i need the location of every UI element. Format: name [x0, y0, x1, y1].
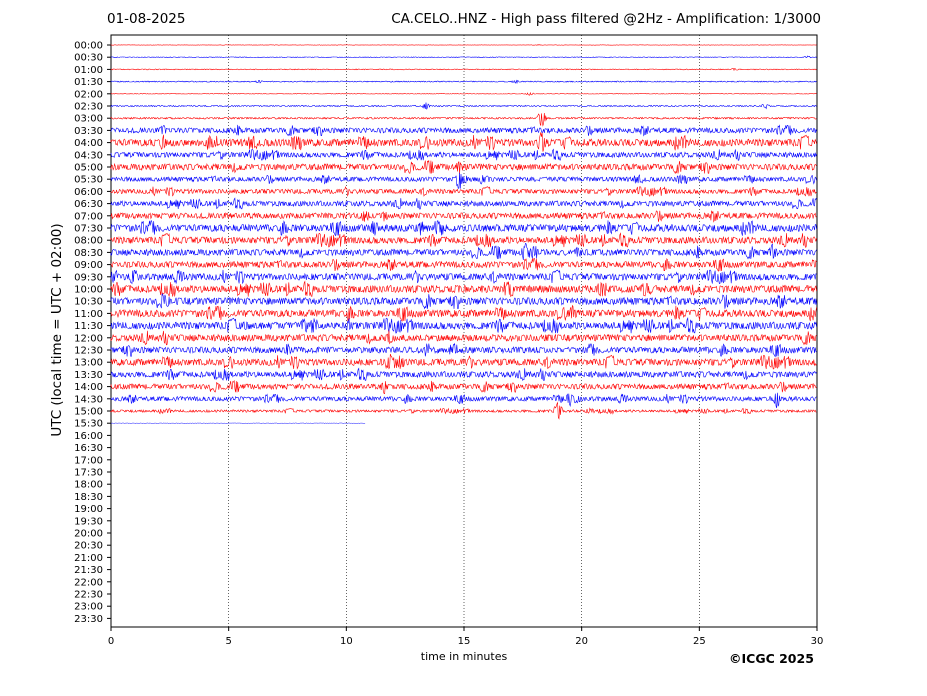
y-tick-label-17:30: 17:30: [74, 468, 103, 479]
trace-09:00: [110, 258, 817, 272]
y-tick-label-12:00: 12:00: [74, 333, 103, 344]
y-tick-label-07:00: 07:00: [74, 211, 103, 222]
y-tick-label-06:00: 06:00: [74, 187, 103, 198]
y-tick-label-12:30: 12:30: [74, 346, 103, 357]
trace-03:30: [110, 124, 817, 137]
trace-14:00: [110, 379, 817, 394]
trace-04:00: [110, 132, 817, 152]
trace-09:30: [110, 269, 817, 285]
y-tick-label-19:30: 19:30: [74, 516, 103, 527]
y-tick-label-10:00: 10:00: [74, 285, 103, 296]
y-tick-label-02:30: 02:30: [74, 102, 103, 113]
trace-12:00: [110, 330, 817, 346]
y-tick-label-06:30: 06:30: [74, 199, 103, 210]
x-tick-label-30: 30: [811, 636, 824, 647]
trace-13:00: [110, 353, 817, 370]
x-axis-label: time in minutes: [420, 650, 508, 663]
trace-13:30: [110, 367, 817, 381]
y-tick-label-15:00: 15:00: [74, 407, 103, 418]
y-tick-label-23:00: 23:00: [74, 602, 103, 613]
copyright-label: ©ICGC 2025: [729, 651, 814, 666]
y-tick-label-09:30: 09:30: [74, 272, 103, 283]
y-tick-label-13:00: 13:00: [74, 358, 103, 369]
y-tick-label-00:00: 00:00: [74, 41, 103, 52]
y-tick-label-04:00: 04:00: [74, 138, 103, 149]
y-tick-label-03:00: 03:00: [74, 114, 103, 125]
trace-02:30: [110, 102, 817, 110]
y-tick-label-18:00: 18:00: [74, 480, 103, 491]
y-tick-label-01:30: 01:30: [74, 77, 103, 88]
y-tick-label-21:30: 21:30: [74, 565, 103, 576]
y-tick-label-17:00: 17:00: [74, 455, 103, 466]
trace-08:30: [110, 242, 817, 261]
trace-12:30: [110, 342, 817, 358]
y-tick-label-04:30: 04:30: [74, 150, 103, 161]
trace-06:00: [110, 186, 817, 197]
x-tick-label-5: 5: [225, 636, 231, 647]
y-tick-label-16:30: 16:30: [74, 443, 103, 454]
trace-14:30: [110, 392, 817, 409]
y-tick-label-07:30: 07:30: [74, 224, 103, 235]
trace-07:30: [110, 220, 817, 237]
y-tick-label-20:00: 20:00: [74, 529, 103, 540]
trace-04:30: [110, 148, 817, 161]
trace-11:00: [110, 304, 817, 322]
trace-01:00: [110, 67, 817, 72]
y-tick-label-08:00: 08:00: [74, 236, 103, 247]
plot-date: 01-08-2025: [107, 11, 186, 27]
trace-06:30: [110, 197, 817, 210]
trace-10:00: [110, 280, 817, 298]
y-tick-label-11:00: 11:00: [74, 309, 103, 320]
y-tick-label-08:30: 08:30: [74, 248, 103, 259]
y-tick-label-22:30: 22:30: [74, 590, 103, 601]
trace-07:00: [110, 210, 817, 223]
x-tick-label-15: 15: [458, 636, 471, 647]
y-tick-label-18:30: 18:30: [74, 492, 103, 503]
y-tick-label-03:30: 03:30: [74, 126, 103, 137]
y-tick-label-05:00: 05:00: [74, 163, 103, 174]
x-tick-label-0: 0: [108, 636, 114, 647]
y-tick-label-09:00: 09:00: [74, 260, 103, 271]
plot-title: CA.CELO..HNZ - High pass filtered @2Hz -…: [391, 11, 821, 27]
y-tick-label-20:30: 20:30: [74, 541, 103, 552]
trace-01:30: [110, 79, 817, 85]
trace-10:30: [110, 293, 817, 310]
trace-15:00: [110, 401, 817, 420]
y-tick-label-11:30: 11:30: [74, 321, 103, 332]
trace-03:00: [110, 112, 817, 127]
y-tick-label-14:00: 14:00: [74, 382, 103, 393]
y-tick-label-15:30: 15:30: [74, 419, 103, 430]
y-tick-label-14:30: 14:30: [74, 394, 103, 405]
x-tick-label-20: 20: [575, 636, 588, 647]
y-tick-label-23:30: 23:30: [74, 614, 103, 625]
trace-05:00: [110, 160, 817, 175]
trace-00:30: [110, 55, 817, 59]
trace-08:00: [110, 232, 817, 248]
trace-05:30: [110, 172, 817, 189]
y-tick-label-00:30: 00:30: [74, 53, 103, 64]
x-tick-label-25: 25: [693, 636, 706, 647]
y-tick-label-13:30: 13:30: [74, 370, 103, 381]
trace-02:00: [110, 91, 817, 96]
trace-11:30: [110, 316, 817, 334]
y-tick-label-21:00: 21:00: [74, 553, 103, 564]
y-tick-label-01:00: 01:00: [74, 65, 103, 76]
y-tick-label-10:30: 10:30: [74, 297, 103, 308]
plot-frame: [110, 34, 818, 628]
y-tick-label-05:30: 05:30: [74, 175, 103, 186]
y-tick-label-19:00: 19:00: [74, 504, 103, 515]
y-tick-label-16:00: 16:00: [74, 431, 103, 442]
y-tick-label-02:00: 02:00: [74, 89, 103, 100]
y-tick-label-22:00: 22:00: [74, 577, 103, 588]
trace-00:00: [110, 44, 817, 46]
x-tick-label-10: 10: [340, 636, 353, 647]
